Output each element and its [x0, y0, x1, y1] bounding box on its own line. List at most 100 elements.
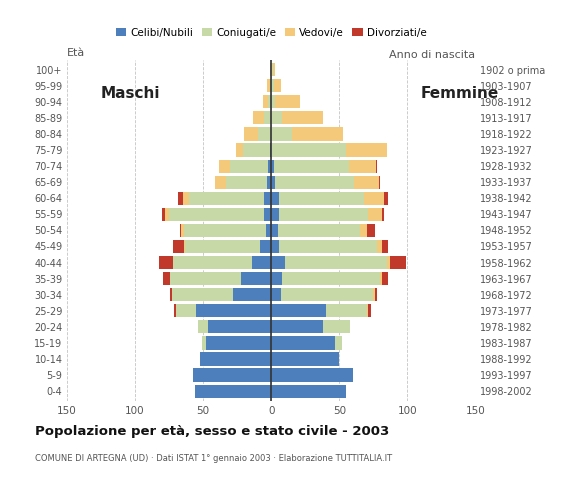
Bar [280, 192, 364, 205]
Bar [285, 256, 387, 269]
Bar [271, 240, 280, 253]
Bar [219, 159, 230, 173]
Bar [233, 288, 271, 301]
Bar [274, 79, 281, 92]
Bar [271, 79, 274, 92]
Text: Età: Età [67, 48, 85, 58]
Legend: Celibi/Nubili, Coniugati/e, Vedovi/e, Divorziati/e: Celibi/Nubili, Coniugati/e, Vedovi/e, Di… [116, 28, 426, 38]
Bar [180, 224, 181, 237]
Bar [382, 208, 385, 221]
Bar [215, 176, 226, 189]
Bar [323, 320, 350, 334]
Bar [281, 288, 374, 301]
Bar [202, 336, 206, 349]
Bar [196, 304, 271, 317]
Bar [185, 240, 260, 253]
Bar [271, 272, 282, 285]
Bar [235, 144, 242, 156]
Bar [292, 127, 343, 141]
Bar [271, 352, 339, 366]
Bar [176, 304, 196, 317]
Bar [264, 192, 271, 205]
Bar [271, 63, 273, 76]
Bar [271, 288, 281, 301]
Bar [278, 224, 360, 237]
Bar [175, 304, 176, 317]
Bar [270, 63, 271, 76]
Bar [271, 111, 282, 124]
Bar [226, 176, 267, 189]
Bar [171, 272, 241, 285]
Bar [325, 304, 367, 317]
Bar [364, 192, 385, 205]
Bar [184, 224, 266, 237]
Bar [267, 79, 270, 92]
Bar [273, 63, 275, 76]
Text: Femmine: Femmine [421, 86, 499, 101]
Bar [181, 224, 184, 237]
Bar [360, 224, 367, 237]
Bar [380, 272, 382, 285]
Bar [378, 240, 382, 253]
Bar [276, 176, 354, 189]
Bar [354, 176, 379, 189]
Bar [271, 192, 280, 205]
Bar [271, 320, 323, 334]
Bar [271, 144, 346, 156]
Bar [173, 256, 252, 269]
Bar [367, 304, 368, 317]
Bar [382, 240, 389, 253]
Bar [379, 176, 380, 189]
Bar [169, 208, 264, 221]
Bar [253, 111, 264, 124]
Bar [206, 336, 271, 349]
Bar [271, 95, 276, 108]
Bar [164, 272, 171, 285]
Bar [189, 192, 264, 205]
Bar [375, 288, 378, 301]
Bar [258, 127, 271, 141]
Bar [382, 272, 389, 285]
Bar [264, 208, 271, 221]
Bar [270, 79, 271, 92]
Bar [208, 320, 271, 334]
Bar [165, 208, 169, 221]
Bar [280, 208, 368, 221]
Bar [368, 208, 382, 221]
Text: Popolazione per età, sesso e stato civile - 2003: Popolazione per età, sesso e stato civil… [35, 425, 389, 438]
Bar [267, 176, 271, 189]
Bar [260, 240, 271, 253]
Bar [184, 240, 185, 253]
Bar [367, 224, 375, 237]
Bar [374, 288, 375, 301]
Bar [271, 127, 292, 141]
Bar [241, 272, 271, 285]
Bar [266, 224, 271, 237]
Bar [230, 159, 269, 173]
Bar [274, 159, 349, 173]
Bar [271, 304, 325, 317]
Bar [346, 144, 387, 156]
Bar [271, 208, 280, 221]
Bar [271, 224, 278, 237]
Bar [252, 256, 271, 269]
Bar [271, 176, 276, 189]
Bar [271, 384, 346, 398]
Bar [194, 369, 271, 382]
Bar [280, 240, 378, 253]
Bar [270, 144, 271, 156]
Bar [269, 95, 271, 108]
Bar [282, 272, 380, 285]
Bar [349, 159, 376, 173]
Bar [269, 159, 271, 173]
Bar [271, 159, 274, 173]
Bar [376, 159, 378, 173]
Bar [282, 111, 323, 124]
Bar [162, 208, 165, 221]
Bar [276, 95, 300, 108]
Bar [263, 95, 269, 108]
Text: COMUNE DI ARTEGNA (UD) · Dati ISTAT 1° gennaio 2003 · Elaborazione TUTTITALIA.IT: COMUNE DI ARTEGNA (UD) · Dati ISTAT 1° g… [35, 454, 392, 463]
Bar [271, 369, 353, 382]
Bar [198, 320, 208, 334]
Bar [242, 144, 270, 156]
